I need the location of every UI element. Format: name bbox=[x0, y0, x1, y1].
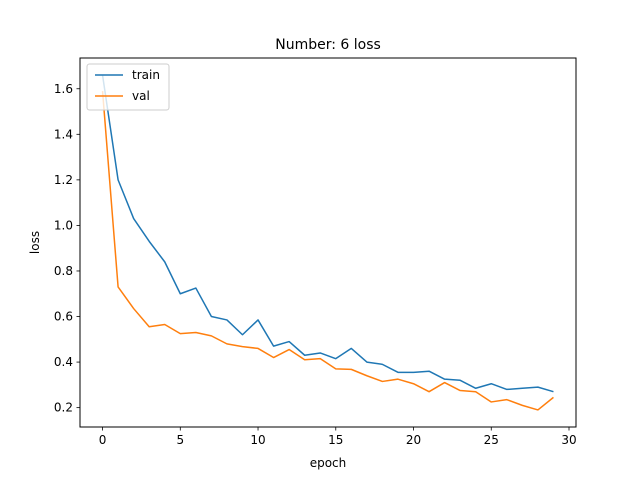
series-lines bbox=[101, 74, 554, 411]
x-axis-label: epoch bbox=[310, 456, 347, 470]
legend: train val bbox=[86, 63, 170, 111]
y-tick-label: 1.4 bbox=[54, 127, 73, 141]
legend-label-val: val bbox=[132, 89, 150, 103]
chart-title: Number: 6 loss bbox=[275, 37, 381, 53]
series-line-train bbox=[101, 74, 554, 393]
x-tick-label: 15 bbox=[328, 433, 343, 447]
x-tick-label: 0 bbox=[99, 433, 107, 447]
plot-area bbox=[79, 57, 577, 428]
y-tick-label: 1.2 bbox=[54, 173, 73, 187]
x-tick-label: 30 bbox=[561, 433, 576, 447]
y-tick-label: 1.6 bbox=[54, 82, 73, 96]
axis-ticks: 0 5 10 15 20 25 30 0.2 0.4 0.6 0.8 1.0 1.2 1.4 1.6 bbox=[54, 82, 577, 447]
legend-label-train: train bbox=[132, 68, 160, 82]
series-line-val bbox=[101, 90, 554, 411]
y-tick-label: 1.0 bbox=[54, 218, 73, 232]
y-tick-label: 0.4 bbox=[54, 355, 73, 369]
y-tick-label: 0.6 bbox=[54, 310, 73, 324]
x-tick-label: 5 bbox=[176, 433, 184, 447]
x-tick-label: 25 bbox=[484, 433, 499, 447]
x-tick-label: 20 bbox=[406, 433, 421, 447]
y-tick-label: 0.2 bbox=[54, 401, 73, 415]
x-tick-label: 10 bbox=[250, 433, 265, 447]
y-tick-label: 0.8 bbox=[54, 264, 73, 278]
y-axis-label: loss bbox=[28, 231, 42, 254]
